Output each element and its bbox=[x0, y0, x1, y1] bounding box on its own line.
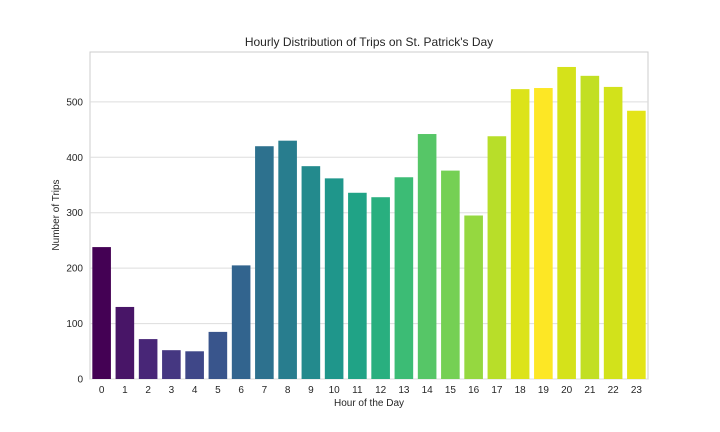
x-tick-label: 3 bbox=[169, 385, 175, 396]
bar-hour-22 bbox=[603, 86, 623, 380]
x-axis-ticks: 0 1 2 3 4 5 6 7 8 9 10 11 12 13 14 15 16 17 18 19 20 21 22 23 bbox=[99, 385, 643, 396]
y-tick-label: 300 bbox=[66, 208, 83, 219]
bar-hour-18 bbox=[510, 89, 530, 379]
x-tick-label: 12 bbox=[375, 385, 387, 396]
chart-title: Hourly Distribution of Trips on St. Patr… bbox=[245, 35, 493, 49]
bar-hour-14 bbox=[417, 134, 437, 379]
x-tick-label: 4 bbox=[192, 385, 198, 396]
y-tick-label: 100 bbox=[66, 319, 83, 330]
x-tick-label: 22 bbox=[608, 385, 620, 396]
y-axis-label: Number of Trips bbox=[51, 179, 62, 250]
x-tick-label: 23 bbox=[631, 385, 643, 396]
x-tick-label: 16 bbox=[468, 385, 480, 396]
y-tick-label: 0 bbox=[77, 375, 83, 386]
bar-hour-13 bbox=[394, 177, 414, 379]
bar-hour-6 bbox=[231, 265, 251, 379]
x-tick-label: 2 bbox=[145, 385, 151, 396]
x-tick-label: 5 bbox=[215, 385, 221, 396]
x-tick-label: 15 bbox=[445, 385, 457, 396]
bar-hour-21 bbox=[580, 75, 600, 379]
plot-area bbox=[89, 51, 649, 380]
bar-hour-11 bbox=[348, 192, 367, 379]
bar-hour-7 bbox=[255, 146, 274, 379]
bar-hour-4 bbox=[185, 351, 204, 379]
bar-hour-16 bbox=[464, 215, 483, 379]
bar-hour-5 bbox=[208, 331, 228, 379]
x-tick-label: 19 bbox=[538, 385, 550, 396]
x-tick-label: 9 bbox=[308, 385, 314, 396]
x-tick-label: 7 bbox=[262, 385, 268, 396]
bar-hour-15 bbox=[441, 170, 460, 379]
y-axis-ticks: 0 100 200 300 400 500 bbox=[66, 97, 83, 385]
x-axis-label: Hour of the Day bbox=[334, 398, 404, 409]
bar-hour-9 bbox=[301, 166, 321, 379]
bar-hour-10 bbox=[324, 178, 344, 379]
bar-hour-1 bbox=[115, 306, 135, 379]
x-tick-label: 17 bbox=[491, 385, 503, 396]
bar-hour-8 bbox=[278, 140, 297, 379]
bar-hour-0 bbox=[92, 247, 111, 379]
x-tick-label: 10 bbox=[329, 385, 341, 396]
x-tick-label: 0 bbox=[99, 385, 105, 396]
grid-lines bbox=[90, 101, 648, 380]
x-tick-label: 13 bbox=[398, 385, 410, 396]
bar-hour-19 bbox=[534, 88, 553, 379]
bar-hour-20 bbox=[557, 66, 576, 379]
bars bbox=[92, 66, 646, 380]
y-tick-label: 500 bbox=[66, 97, 83, 108]
y-tick-label: 200 bbox=[66, 264, 83, 275]
x-tick-label: 8 bbox=[285, 385, 291, 396]
x-tick-label: 21 bbox=[584, 385, 596, 396]
bar-hour-12 bbox=[371, 197, 390, 379]
x-tick-label: 14 bbox=[422, 385, 434, 396]
x-tick-label: 20 bbox=[561, 385, 573, 396]
bar-hour-2 bbox=[138, 339, 158, 379]
bar-hour-23 bbox=[627, 110, 646, 380]
x-tick-label: 6 bbox=[238, 385, 244, 396]
x-tick-label: 18 bbox=[515, 385, 527, 396]
bar-hour-17 bbox=[487, 136, 507, 379]
y-tick-label: 400 bbox=[66, 153, 83, 164]
bar-hour-3 bbox=[162, 350, 181, 379]
x-tick-label: 11 bbox=[352, 385, 363, 396]
x-tick-label: 1 bbox=[122, 385, 128, 396]
